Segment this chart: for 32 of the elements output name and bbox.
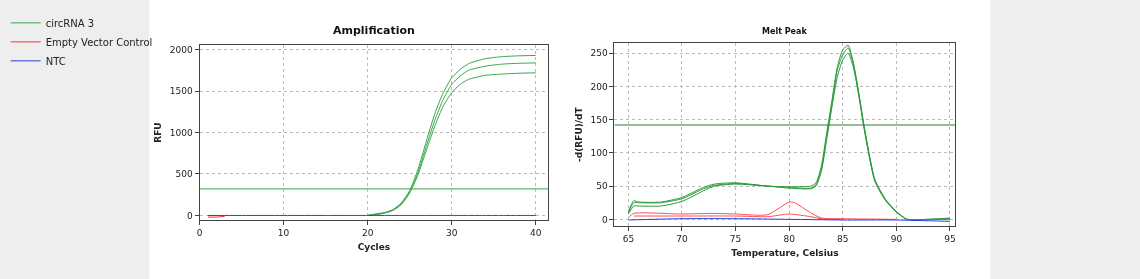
y-tick-label: 150 (590, 114, 608, 125)
x-tick-label: 10 (277, 228, 290, 239)
x-tick-label: 75 (729, 233, 742, 244)
legend-label: circRNA 3 (45, 17, 95, 29)
y-tick-label: 100 (590, 148, 608, 159)
x-tick-label: 85 (837, 233, 849, 244)
y-tick-label: 2000 (169, 44, 193, 55)
x-tick-label: 80 (783, 233, 796, 244)
x-tick-label: 20 (361, 228, 374, 239)
y-tick-label: 1500 (169, 86, 193, 97)
x-tick-label: 0 (196, 228, 203, 239)
x-tick-label: 65 (622, 233, 635, 244)
x-tick-label: 90 (890, 233, 903, 244)
x-tick-label: 95 (944, 233, 956, 244)
y-axis-title: -d(RFU)/dT (573, 106, 584, 162)
y-tick-label: 1000 (169, 127, 193, 138)
x-tick-label: 30 (445, 228, 458, 239)
y-tick-label: 0 (601, 214, 608, 225)
chart-title: Melt Peak (762, 27, 808, 36)
x-tick-label: 40 (530, 228, 542, 239)
chart-title: Amplification (333, 24, 415, 37)
x-tick-label: 70 (676, 233, 688, 244)
y-tick-label: 0 (186, 210, 193, 221)
y-tick-label: 200 (590, 81, 608, 92)
legend-label: NTC (45, 55, 66, 67)
y-tick-label: 250 (590, 48, 608, 59)
x-axis-title: Temperature, Celsius (731, 247, 839, 258)
y-tick-label: 500 (175, 169, 193, 180)
x-axis-title: Cycles (357, 242, 391, 253)
y-tick-label: 50 (596, 181, 608, 192)
legend-label: Empty Vector Control (45, 36, 153, 48)
y-axis-title: RFU (153, 122, 164, 143)
